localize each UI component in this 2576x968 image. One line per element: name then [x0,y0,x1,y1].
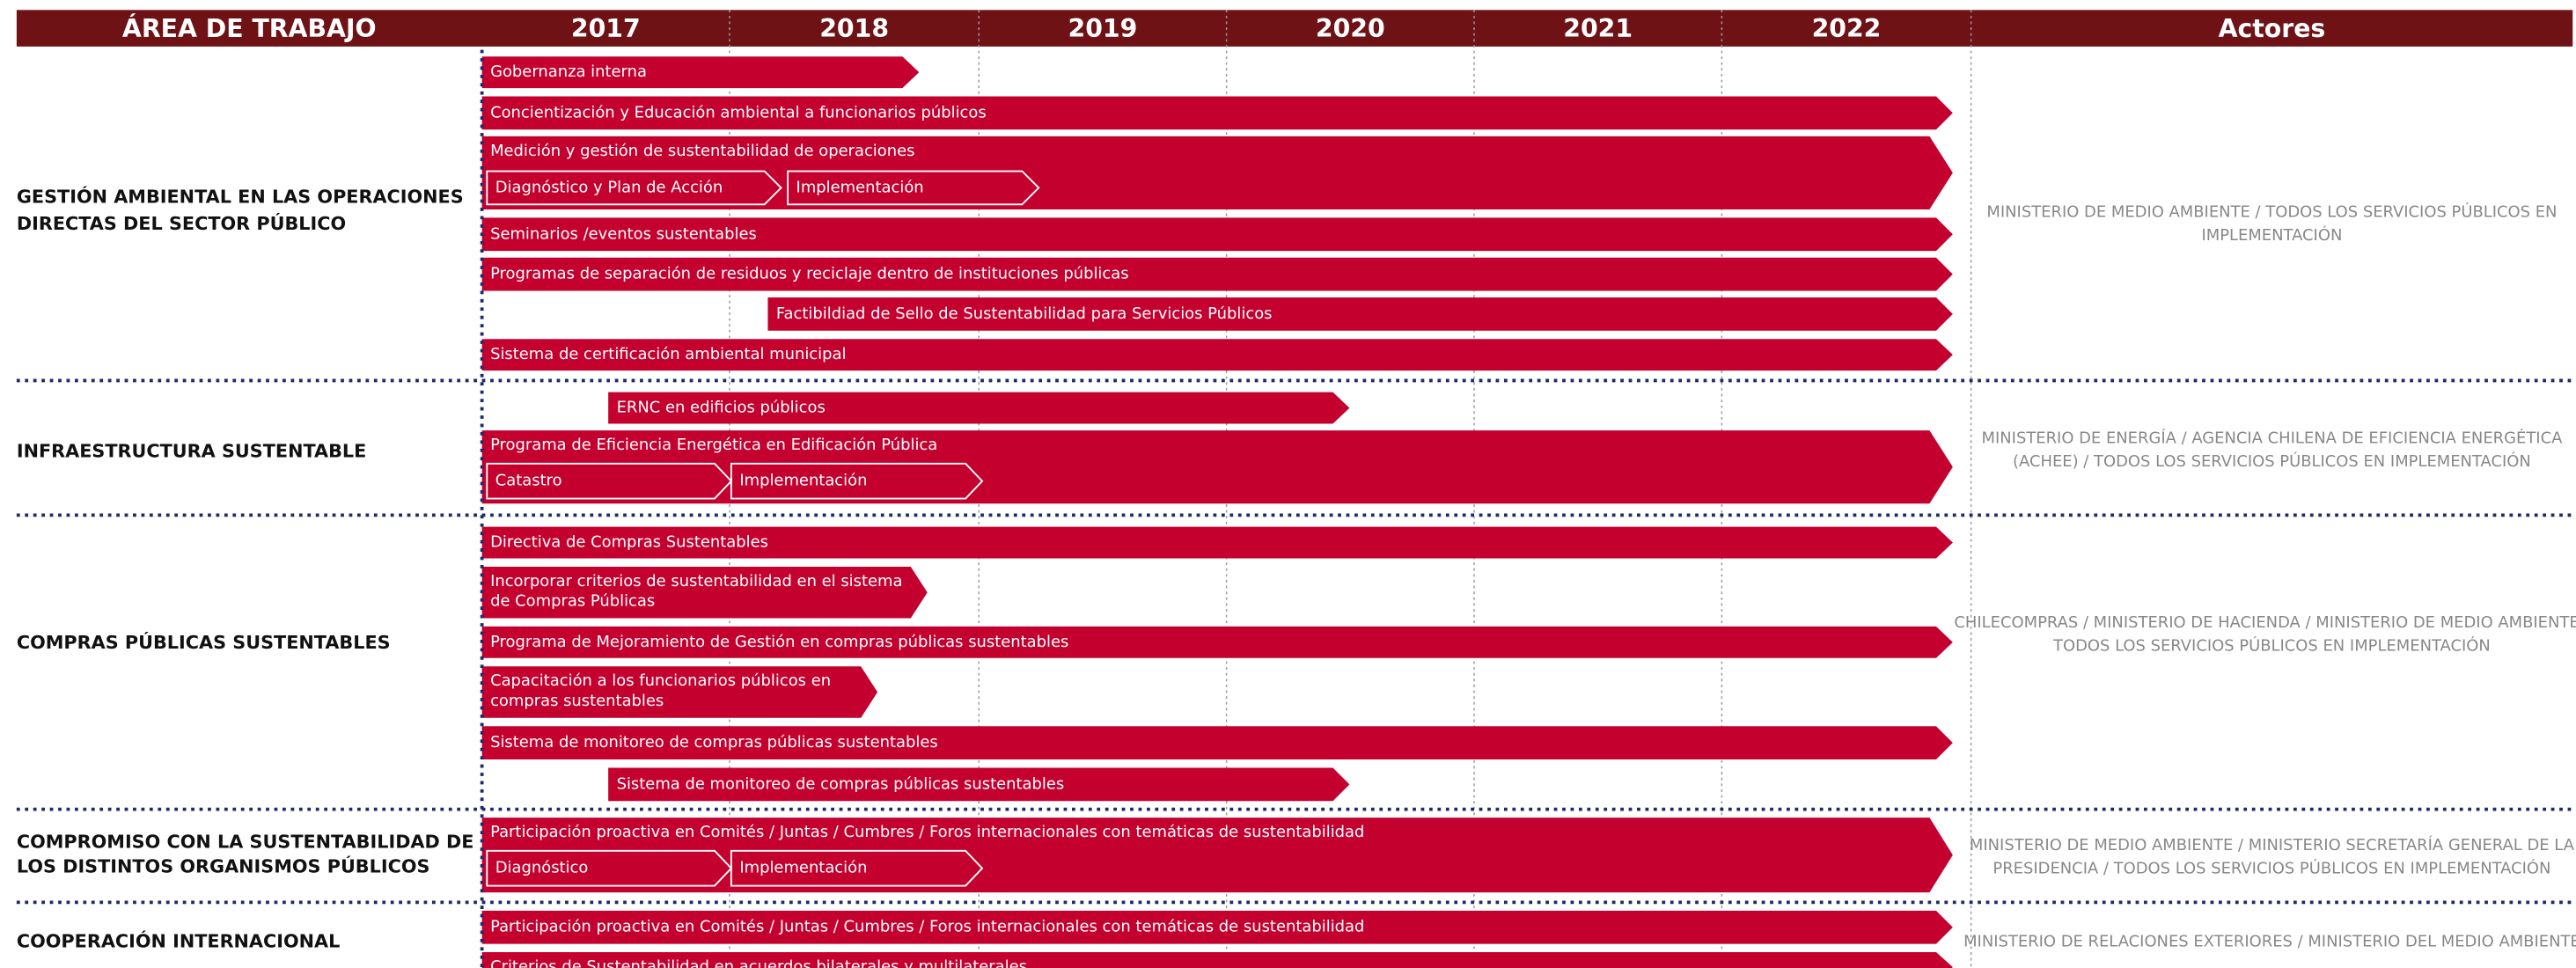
task-bar [481,339,1953,371]
task-label: Programas de separación de residuos y re… [490,265,1129,283]
section-label: DIRECTAS DEL SECTOR PÚBLICO [17,212,346,234]
section-label: INFRAESTRUCTURA SUSTENTABLE [17,441,366,462]
task-label: Criterios de Sustentabilidad en acuerdos… [490,957,1027,968]
phase-label: Diagnóstico y Plan de Acción [495,178,723,196]
task-label: ERNC en edificios públicos [617,399,826,417]
task-label: Seminarios /eventos sustentables [490,224,757,243]
task-label: Directiva de Compras Sustentables [490,533,768,552]
section-actors: (ACHEE) / TODOS LOS SERVICIOS PÚBLICOS E… [2013,451,2531,471]
task-label: Concientización y Educación ambiental a … [490,103,987,121]
section-actors: IMPLEMENTACIÓN [2201,225,2342,245]
section-label: GESTIÓN AMBIENTAL EN LAS OPERACIONES [17,186,464,208]
task-label: Factibildiad de Sello de Sustentabilidad… [776,304,1273,323]
task-bar [481,666,878,718]
phase-arrow [730,462,984,500]
section-label: COOPERACIÓN INTERNACIONAL [17,930,340,952]
phase-label: Implementación [739,859,867,877]
header-year: 2022 [1812,14,1882,43]
task-label: Incorporar criterios de sustentabilidad … [490,572,902,590]
header-year: 2019 [1068,14,1138,43]
task-label: de Compras Públicas [490,592,655,611]
task-bar [481,136,1953,209]
section-actors: MINISTERIO DE MEDIO AMBIENTE / MINISTERI… [1970,835,2575,854]
phase-label: Implementación [796,178,924,196]
task-bar [608,392,1350,424]
task-bar [481,566,928,619]
section-actors: MINISTERIO DE ENERGÍA / AGENCIA CHILENA … [1982,429,2564,448]
section-actors: TODOS LOS SERVICIOS PÚBLICOS EN IMPLEMEN… [2052,636,2491,656]
task-label: Programa de Mejoramiento de Gestión en c… [490,633,1068,651]
header-area: ÁREA DE TRABAJO [122,13,377,43]
header-bar [16,10,2573,47]
task-bar [608,767,1350,802]
task-label: Medición y gestión de sustentabilidad de… [490,142,914,160]
phase-arrow [486,849,733,887]
header-year: 2020 [1316,14,1385,43]
task-label: Participación proactiva en Comités / Jun… [490,823,1364,841]
task-bar [481,952,1953,968]
header-year: 2021 [1563,14,1633,43]
task-label: Sistema de monitoreo de compras públicas… [617,774,1065,793]
section-actors: MINISTERIO DE MEDIO AMBIENTE / TODOS LOS… [1986,202,2557,222]
task-bar [481,257,1953,291]
task-label: Participación proactiva en Comités / Jun… [490,918,1364,936]
phase-arrow [486,462,733,500]
task-bar [767,297,1953,331]
task-bar [481,217,1953,252]
section-label: COMPROMISO CON LA SUSTENTABILIDAD DE [17,831,474,852]
section-label: LOS DISTINTOS ORGANISMOS PÚBLICOS [17,855,430,877]
section-actors: PRESIDENCIA / TODOS LOS SERVICIOS PÚBLIC… [1993,859,2550,878]
phase-label: Implementación [739,472,867,490]
task-label: Sistema de monitoreo de compras públicas… [490,733,938,752]
header-year: 2017 [571,14,641,43]
section-actors: CHILECOMPRAS / MINISTERIO DE HACIENDA / … [1954,613,2576,632]
task-label: Programa de Eficiencia Energética en Edi… [490,436,937,454]
task-bar [481,430,1953,504]
task-label: Sistema de certificación ambiental munic… [490,345,846,363]
task-bar [481,96,1953,130]
task-label: Gobernanza interna [490,62,647,81]
task-bar [481,526,1953,559]
phase-arrow [730,849,984,887]
section-label: COMPRAS PÚBLICAS SUSTENTABLES [17,631,391,653]
task-bar [481,56,920,89]
task-bar [481,910,1953,944]
task-bar [481,726,1953,760]
phase-arrow [787,170,1040,206]
phase-arrow [486,170,782,206]
header-actors: Actores [2219,14,2326,43]
section-actors: MINISTERIO DE RELACIONES EXTERIORES / MI… [1963,933,2576,951]
header-year: 2018 [819,14,889,43]
phase-label: Catastro [495,472,562,490]
task-label: Capacitación a los funcionarios públicos… [490,671,831,690]
task-bar [481,626,1953,658]
task-label: compras sustentables [490,692,664,710]
phase-label: Diagnóstico [495,859,589,877]
task-bar [481,818,1953,893]
